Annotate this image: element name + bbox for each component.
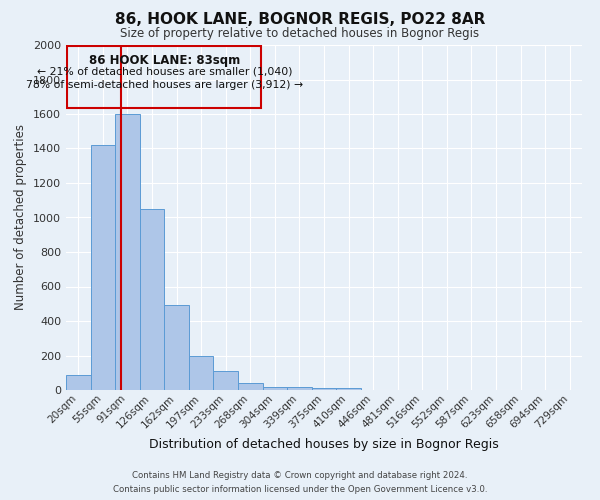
Bar (312, 388, 336, 390)
Bar (189, 356, 214, 390)
Bar (140, 209, 164, 390)
Bar (214, 371, 238, 390)
Bar (336, 388, 361, 390)
Bar (66, 376, 91, 390)
Text: Contains HM Land Registry data © Crown copyright and database right 2024.
Contai: Contains HM Land Registry data © Crown c… (113, 472, 487, 494)
Y-axis label: Number of detached properties: Number of detached properties (14, 124, 28, 310)
Text: ← 21% of detached houses are smaller (1,040): ← 21% of detached houses are smaller (1,… (37, 66, 292, 76)
Text: 78% of semi-detached houses are larger (3,912) →: 78% of semi-detached houses are larger (… (26, 80, 303, 90)
Text: 86, HOOK LANE, BOGNOR REGIS, PO22 8AR: 86, HOOK LANE, BOGNOR REGIS, PO22 8AR (115, 12, 485, 28)
Bar (287, 388, 312, 390)
Bar (164, 306, 189, 390)
Bar (238, 383, 263, 390)
Bar (91, 145, 115, 390)
Text: Size of property relative to detached houses in Bognor Regis: Size of property relative to detached ho… (121, 28, 479, 40)
Text: 86 HOOK LANE: 83sqm: 86 HOOK LANE: 83sqm (89, 54, 240, 66)
Bar (115, 114, 140, 390)
Bar (67, 46, 262, 108)
Bar (263, 386, 287, 390)
X-axis label: Distribution of detached houses by size in Bognor Regis: Distribution of detached houses by size … (149, 438, 499, 451)
